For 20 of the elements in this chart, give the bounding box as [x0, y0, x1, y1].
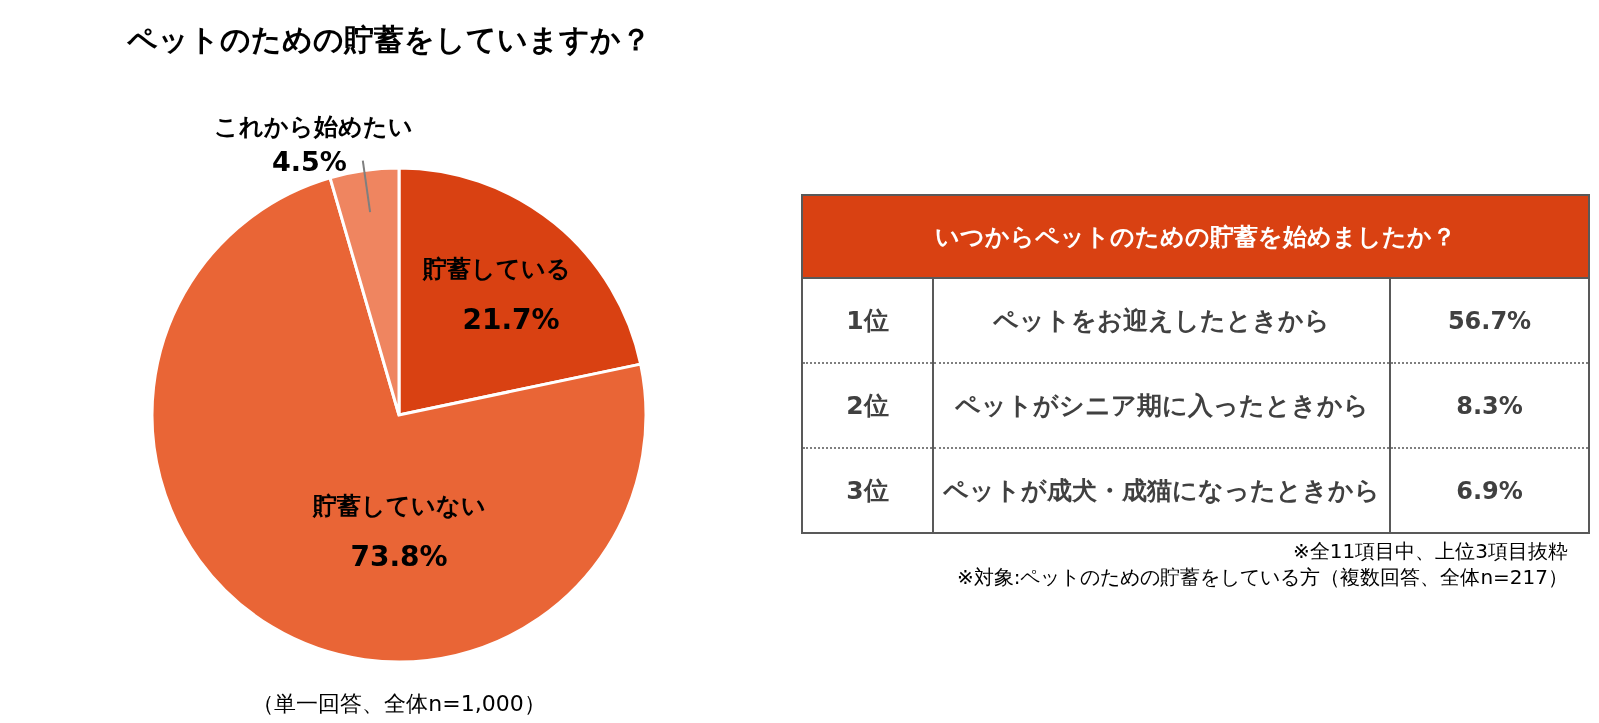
category-label: 3位 [846, 476, 889, 505]
data-label: 21.7% [462, 302, 560, 336]
category-label: 1位 [846, 306, 889, 335]
text: ※全11項目中、上位3項目抜粋 [1293, 539, 1568, 563]
category-label: ペットがシニア期に入ったときから [954, 391, 1369, 420]
slice-label: 貯蓄していない [311, 492, 486, 521]
text: 56.7% [1447, 306, 1532, 335]
slice-label: 貯蓄している [422, 255, 572, 284]
category-label: ペットが成犬・成猫になったときから [943, 476, 1380, 505]
data-label: 4.5% [271, 145, 347, 177]
text: （単一回答、全体n=1,000） [252, 691, 546, 716]
text: いつからペットのための貯蓄を始めましたか？ [935, 222, 1456, 251]
category-label: 2位 [846, 391, 889, 420]
text: 8.3% [1456, 391, 1523, 420]
slice-label: これから始めたい [214, 112, 414, 141]
category-label: ペットをお迎えしたときから [993, 306, 1330, 335]
chart-title: ペットのための貯蓄をしていますか？ [127, 22, 651, 57]
data-label: 73.8% [350, 539, 448, 573]
text: ※対象:ペットのための貯蓄をしている方（複数回答、全体n=217） [956, 565, 1568, 589]
text: 6.9% [1456, 476, 1523, 505]
